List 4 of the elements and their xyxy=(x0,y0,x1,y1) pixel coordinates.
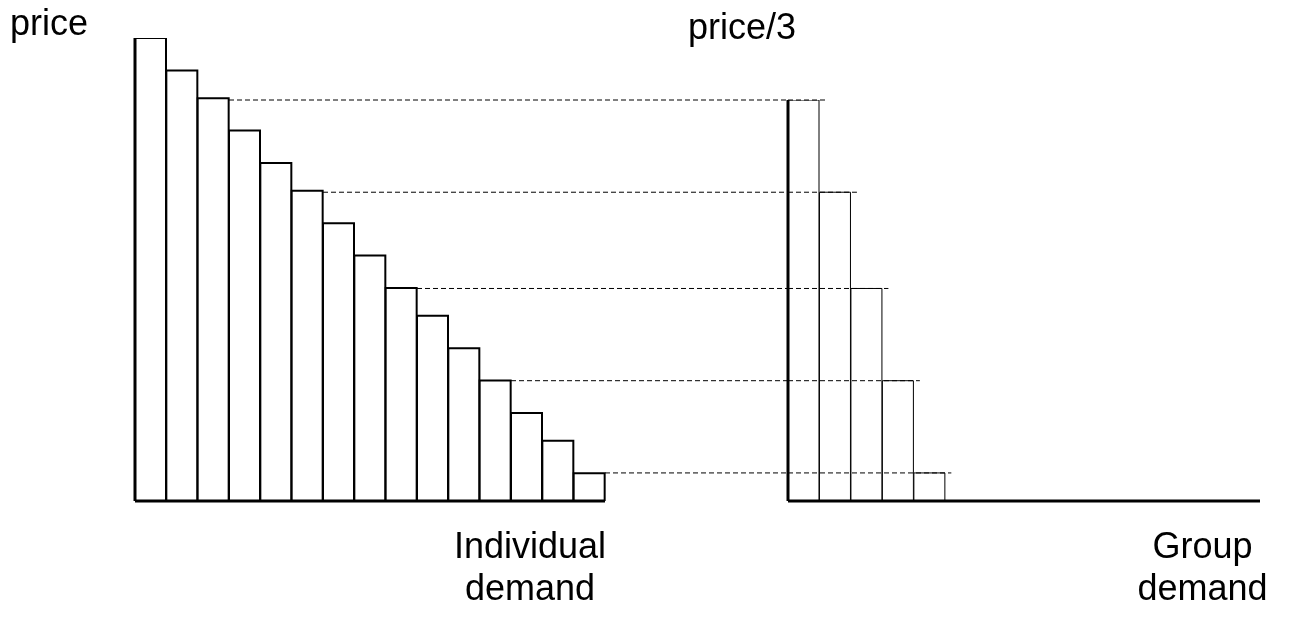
x-axis-title: Group demand xyxy=(1136,525,1269,609)
y-axis-title: price/3 xyxy=(688,6,797,48)
x-axis-title: Individual demand xyxy=(452,525,608,609)
y-axis-title: price xyxy=(10,2,89,44)
